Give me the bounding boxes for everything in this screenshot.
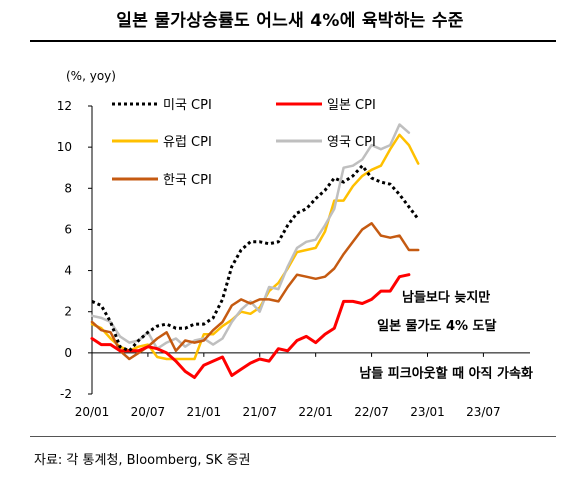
y-tick-label: 6 bbox=[64, 222, 72, 236]
series-line bbox=[91, 164, 420, 353]
series-line bbox=[90, 123, 411, 350]
x-tick-label: 23/07 bbox=[466, 405, 501, 419]
x-tick-label: 22/07 bbox=[354, 405, 389, 419]
legend-label: 유럽 CPI bbox=[163, 135, 212, 150]
chart-series bbox=[90, 123, 420, 379]
annotation-label: 남들 피크아웃할 때 아직 가속화 bbox=[359, 366, 533, 382]
annotation-label: 남들보다 늦지만 bbox=[402, 289, 490, 305]
series-line bbox=[90, 273, 411, 379]
chart-legend: 미국 CPI 일본 CPI 유럽 CPI 영국 CPI 한국 CPI bbox=[112, 98, 376, 188]
x-tick-label: 21/01 bbox=[187, 405, 222, 419]
chart-title: 일본 물가상승률도 어느새 4%에 육박하는 수준 bbox=[116, 11, 464, 31]
legend-label: 일본 CPI bbox=[327, 98, 376, 113]
legend-label: 영국 CPI bbox=[327, 135, 376, 150]
series-line bbox=[90, 133, 420, 361]
title-rule bbox=[30, 40, 556, 42]
annotation-label: 일본 물가도 4% 도달 bbox=[377, 319, 496, 334]
legend-label: 한국 CPI bbox=[163, 173, 212, 188]
y-tick-label: 2 bbox=[64, 305, 72, 319]
y-tick-label: 4 bbox=[64, 264, 72, 278]
chart-axes: (%, yoy) 12 10 8 6 4 2 0 -220/01 20/07 21/01 21/07 2… bbox=[57, 69, 530, 419]
y-tick-label: -2 bbox=[60, 387, 72, 401]
x-tick-label: 20/07 bbox=[131, 405, 166, 419]
y-tick-label: 0 bbox=[64, 346, 72, 360]
legend-label: 미국 CPI bbox=[163, 98, 212, 113]
x-tick-label: 20/01 bbox=[75, 405, 110, 419]
source-rule bbox=[30, 436, 556, 437]
source-note: 자료: 각 통계청, Bloomberg, SK 증권 bbox=[34, 453, 251, 468]
x-tick-label: 23/01 bbox=[410, 405, 445, 419]
x-tick-label: 21/07 bbox=[242, 405, 277, 419]
y-tick-label: 12 bbox=[57, 99, 72, 113]
x-tick-label: 22/01 bbox=[298, 405, 333, 419]
cpi-line-chart: (%, yoy) 12 10 8 6 4 2 0 -220/01 20/07 21/01 21/07 2… bbox=[57, 69, 533, 419]
y-tick-label: 10 bbox=[57, 140, 72, 154]
y-tick-label: 8 bbox=[64, 181, 72, 195]
unit-label: (%, yoy) bbox=[66, 69, 116, 83]
